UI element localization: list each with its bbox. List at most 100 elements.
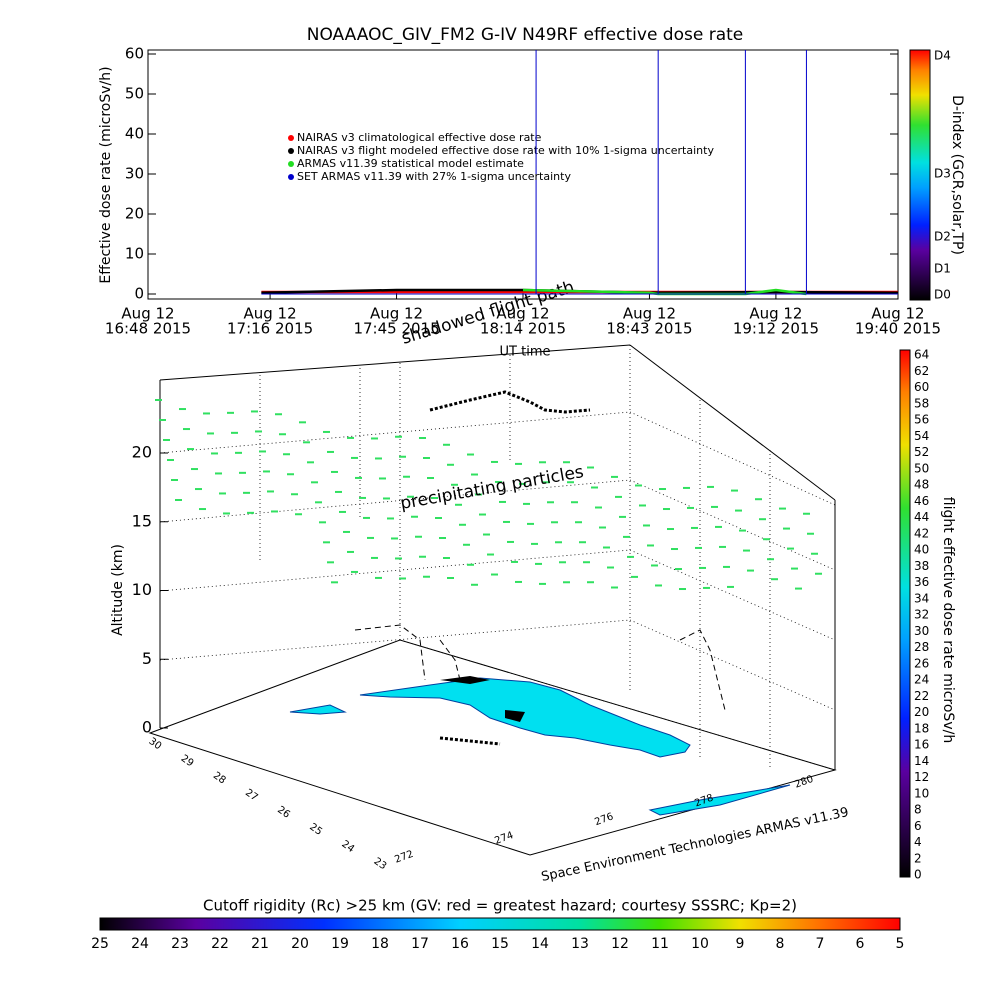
x-tick-label: Aug 12	[871, 305, 924, 323]
x-tick-label: 16:48 2015	[105, 320, 191, 338]
x-tick-label: 17:16 2015	[227, 320, 313, 338]
x-axis-label: UT time	[500, 345, 551, 360]
legend-label: ARMAS v11.39 statistical model estimate	[297, 157, 524, 170]
lon-tick-label: 280	[793, 774, 815, 791]
lat-tick-label: 25	[307, 822, 324, 838]
rc-tick-label: 25	[91, 936, 109, 952]
y-tick-label: 50	[125, 85, 144, 103]
d-index-tick-label: D4	[934, 49, 951, 63]
rc-tick-label: 5	[896, 936, 905, 952]
rc-tick-label: 21	[251, 936, 269, 952]
x-tick-label: Aug 12	[370, 305, 423, 323]
x-tick-label: Aug 12	[244, 305, 297, 323]
lat-tick-label: 26	[275, 804, 292, 820]
lon-tick-label: 274	[493, 830, 515, 847]
lat-tick-label: 23	[372, 856, 389, 872]
map	[289, 390, 791, 816]
d-index-tick-label: D3	[934, 167, 951, 181]
lat-tick-label: 28	[211, 770, 228, 786]
lon-tick-label: 276	[593, 811, 615, 828]
rc-colorbar	[99, 917, 901, 931]
x-tick-label: Aug 12	[121, 305, 174, 323]
y-axis-label: Effective dose rate (microSv/h)	[98, 66, 114, 283]
y-tick-label: 40	[125, 125, 144, 143]
legend-marker	[288, 161, 294, 167]
rc-tick-label: 14	[531, 936, 549, 952]
dose-tick-label: 48	[914, 478, 929, 492]
lat-tick-label: 29	[179, 753, 196, 769]
dose-tick-label: 6	[914, 819, 922, 833]
legend-label: SET ARMAS v11.39 with 27% 1-sigma uncert…	[297, 170, 571, 183]
dose-tick-label: 2	[914, 851, 922, 865]
rc-tick-label: 20	[291, 936, 309, 952]
rc-tick-label: 15	[491, 936, 509, 952]
d-index-tick-label: D0	[934, 288, 951, 302]
particle-dashes	[155, 399, 822, 591]
y-tick-label: 30	[125, 165, 144, 183]
dose-tick-label: 52	[914, 445, 929, 459]
dose-tick-label: 20	[914, 705, 929, 719]
z-tick-label: 5	[142, 649, 152, 668]
x-tick-label: Aug 12	[496, 305, 549, 323]
rc-tick-label: 13	[571, 936, 589, 952]
dose-tick-label: 44	[914, 510, 929, 524]
lon-tick-label: 272	[393, 849, 415, 866]
dose-tick-label: 38	[914, 559, 929, 573]
legend-marker	[288, 135, 294, 141]
dose-tick-label: 60	[914, 380, 929, 394]
rc-tick-label: 19	[331, 936, 349, 952]
d-index-label: D-index (GCR,solar,TP)	[949, 95, 965, 255]
x-tick-label: 18:43 2015	[606, 320, 692, 338]
legend-label: NAIRAS v3 climatological effective dose …	[297, 131, 542, 144]
rc-tick-label: 7	[816, 936, 825, 952]
x-tick-label: Aug 12	[623, 305, 676, 323]
dose-colorbar	[899, 349, 911, 878]
d-index-colorbar	[909, 49, 931, 301]
legend-marker	[288, 148, 294, 154]
dose-tick-label: 10	[914, 786, 929, 800]
dose-tick-label: 36	[914, 575, 929, 589]
rc-tick-label: 12	[611, 936, 629, 952]
x-tick-label: 18:14 2015	[480, 320, 566, 338]
dose-tick-label: 64	[914, 348, 929, 362]
rc-tick-label: 17	[411, 936, 429, 952]
z-tick-label: 10	[132, 580, 152, 599]
dose-tick-label: 26	[914, 656, 929, 670]
chart-title: NOAAAOC_GIV_FM2 G-IV N49RF effective dos…	[307, 25, 744, 45]
z-tick-label: 15	[132, 511, 152, 530]
legend-marker	[288, 174, 294, 180]
x-tick-label: 17:45 2015	[353, 320, 439, 338]
dose-tick-label: 8	[914, 803, 922, 817]
dose-tick-label: 54	[914, 429, 929, 443]
dose-tick-label: 50	[914, 461, 929, 475]
rc-tick-label: 9	[736, 936, 745, 952]
lat-tick-label: 30	[147, 736, 164, 752]
dose-tick-label: 58	[914, 396, 929, 410]
dose-tick-label: 56	[914, 413, 929, 427]
dose-tick-label: 46	[914, 494, 929, 508]
x-tick-label: 19:40 2015	[855, 320, 941, 338]
3d-box	[148, 344, 837, 856]
z-tick-label: 20	[132, 443, 152, 462]
d-index-tick-label: D1	[934, 262, 951, 276]
y-tick-label: 0	[134, 285, 144, 303]
dose-colorbar-label: flight effective dose rate microSv/h	[940, 497, 956, 743]
z-axis-label: Altitude (km)	[110, 544, 126, 636]
dose-tick-label: 24	[914, 673, 929, 687]
dose-tick-label: 34	[914, 591, 929, 605]
legend-label: NAIRAS v3 flight modeled effective dose …	[297, 144, 714, 157]
rc-colorbar-label: Cutoff rigidity (Rc) >25 km (GV: red = g…	[203, 897, 797, 915]
lat-tick-label: 27	[243, 787, 260, 803]
y-tick-label: 10	[125, 245, 144, 263]
dose-tick-label: 14	[914, 754, 929, 768]
series-line	[261, 50, 898, 295]
dose-tick-label: 22	[914, 689, 929, 703]
y-tick-label: 60	[125, 45, 144, 63]
lat-tick-label: 24	[339, 839, 356, 855]
x-tick-label: Aug 12	[749, 305, 802, 323]
dose-tick-label: 40	[914, 543, 929, 557]
z-tick-label: 0	[142, 718, 152, 737]
dose-tick-label: 32	[914, 608, 929, 622]
dose-tick-label: 0	[914, 868, 922, 882]
